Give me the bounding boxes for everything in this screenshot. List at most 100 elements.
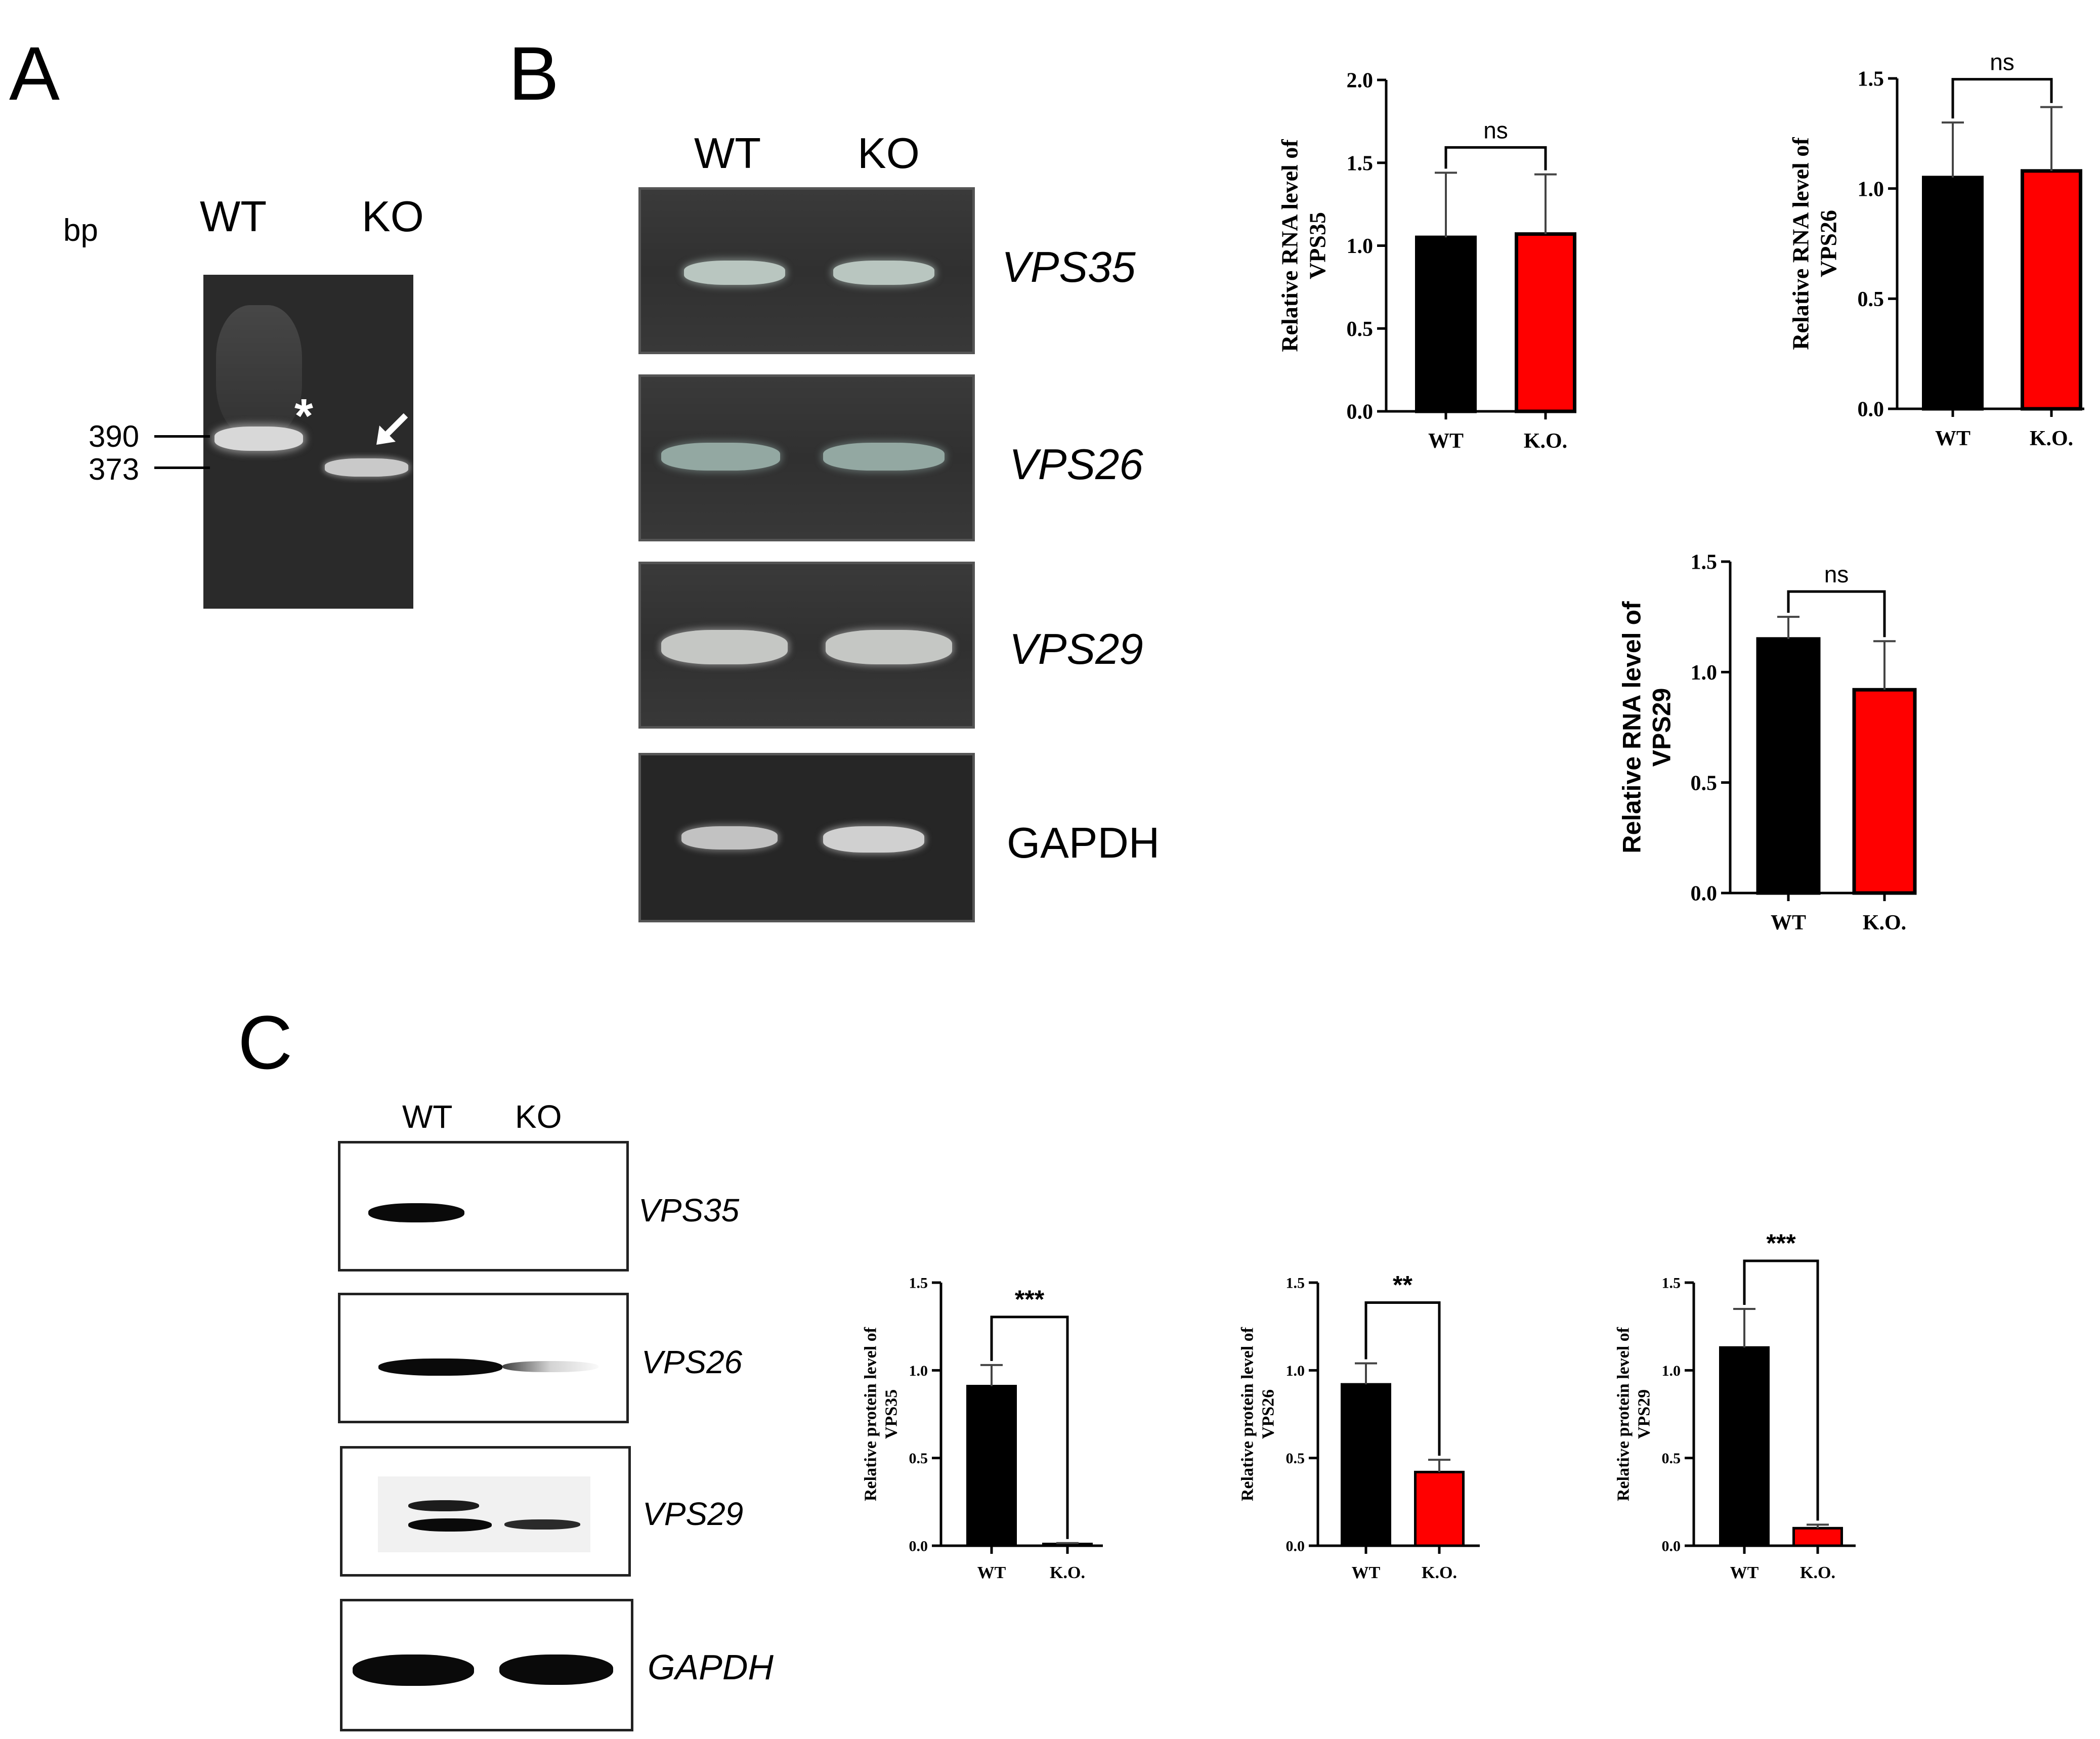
band-gapdh-ko xyxy=(823,826,924,853)
gel-label-vps26: VPS26 xyxy=(1009,441,1143,489)
y-tick-label: 0.0 xyxy=(1286,1538,1305,1555)
x-category-label: WT xyxy=(1935,427,1970,450)
y-tick-label: 1.0 xyxy=(1286,1363,1305,1379)
lane-label-wt-c: WT xyxy=(402,1098,453,1135)
significance-bracket xyxy=(990,1316,1069,1539)
y-tick-label: 1.0 xyxy=(1858,178,1884,201)
band-vps26-wt xyxy=(661,443,780,471)
gel-vps26 xyxy=(638,374,975,541)
marker-390-line xyxy=(154,435,210,438)
x-category-label: K.O. xyxy=(1800,1563,1835,1582)
y-tick-label: 1.0 xyxy=(1347,235,1374,258)
marker-373-line xyxy=(154,466,210,469)
bar-wt xyxy=(966,1385,1017,1547)
bar-ko xyxy=(1515,232,1576,413)
y-axis-label-line-1: Relative RNA level of xyxy=(1277,139,1303,352)
y-tick-label: 0.5 xyxy=(1858,288,1884,311)
bar-wt xyxy=(1341,1383,1391,1547)
y-tick-label: 0.0 xyxy=(909,1538,928,1555)
band-373 xyxy=(325,458,408,477)
y-tick-label: 1.0 xyxy=(909,1363,928,1379)
lane-label-ko-c: KO xyxy=(515,1098,562,1135)
blot-vps26 xyxy=(338,1293,629,1423)
y-axis-label: Relative protein level of VPS35 xyxy=(861,1327,901,1501)
y-axis-label-line-1: Relative protein level of xyxy=(1238,1327,1257,1501)
y-tick-label: 0.5 xyxy=(1691,772,1718,795)
y-tick-label: 0.5 xyxy=(1662,1450,1681,1467)
gel-label-vps29: VPS29 xyxy=(1009,625,1143,673)
wband-vps35-wt xyxy=(368,1203,464,1222)
y-axis-label-line-2: VPS29 xyxy=(1635,1389,1654,1439)
band-vps35-ko xyxy=(833,261,934,285)
wband-vps29-ko xyxy=(504,1519,580,1530)
wband-vps29-wt-lower xyxy=(408,1518,492,1532)
bar-ko xyxy=(1792,1526,1843,1547)
marker-390-label: 390 xyxy=(89,419,140,453)
panel-letter-a: A xyxy=(9,31,60,116)
significance-bracket xyxy=(1444,146,1547,171)
blot-label-vps26: VPS26 xyxy=(641,1344,743,1380)
bar-ko xyxy=(1852,688,1917,895)
y-tick-label: 0.0 xyxy=(1662,1538,1681,1555)
y-axis-label-line-1: Relative protein level of xyxy=(861,1327,880,1501)
panel-letter-b: B xyxy=(508,31,560,116)
lane-label-ko-a: KO xyxy=(362,193,424,241)
y-tick-label: 1.5 xyxy=(909,1275,928,1292)
y-axis-label-line-2: VPS35 xyxy=(882,1389,901,1439)
lane-label-ko-b: KO xyxy=(858,130,920,178)
gel-label-vps35: VPS35 xyxy=(1002,243,1136,291)
genotyping-gel: * xyxy=(203,275,413,609)
asterisk-mark: * xyxy=(294,389,313,443)
lane-label-wt-a: WT xyxy=(200,193,267,241)
blot-vps29 xyxy=(340,1446,631,1577)
blot-label-vps29: VPS29 xyxy=(642,1496,744,1532)
arrow-icon xyxy=(376,413,408,445)
bp-unit-label: bp xyxy=(63,213,98,248)
x-category-label: WT xyxy=(1352,1563,1381,1582)
wband-vps26-wt xyxy=(378,1359,502,1376)
y-tick-label: 0.0 xyxy=(1691,882,1718,906)
x-category-label: WT xyxy=(1730,1563,1759,1582)
y-axis-label-line-1: Relative RNA level of xyxy=(1788,137,1814,350)
wband-gapdh-wt xyxy=(353,1655,474,1686)
significance-label: ** xyxy=(1393,1270,1412,1299)
y-axis-label-line-2: VPS26 xyxy=(1815,210,1841,277)
y-tick-label: 1.5 xyxy=(1858,68,1884,91)
chart-vps29-protein: 0.0 0.5 1.0 1.5 WT K.O. Relative protein level… xyxy=(1614,1229,1856,1582)
bar-wt xyxy=(1719,1346,1770,1547)
significance-bracket xyxy=(1951,78,2053,119)
y-axis-label-line-1: Relative protein level of xyxy=(1614,1327,1633,1501)
y-tick-label: 1.5 xyxy=(1286,1275,1305,1292)
blot-label-gapdh: GAPDH xyxy=(648,1647,774,1687)
x-category-label: K.O. xyxy=(1524,430,1567,453)
y-tick-label: 1.5 xyxy=(1691,551,1718,574)
y-axis-label-line-1: Relative RNA level of xyxy=(1618,601,1646,854)
significance-bracket xyxy=(1364,1301,1441,1456)
y-axis-label: Relative protein level of VPS26 xyxy=(1238,1327,1277,1501)
wband-vps29-wt-upper xyxy=(408,1500,479,1511)
significance-label: ns xyxy=(1824,561,1849,587)
chart-vps35-rna: 0.0 0.5 1.0 1.5 2.0 WT K.O. Relative RNA level … xyxy=(1277,69,1576,453)
band-vps35-wt xyxy=(684,261,785,285)
y-tick-label: 1.0 xyxy=(1691,661,1718,685)
gel-smear xyxy=(216,305,302,437)
band-390 xyxy=(215,427,303,451)
y-tick-label: 1.0 xyxy=(1662,1363,1681,1379)
y-tick-label: 2.0 xyxy=(1347,69,1374,93)
chart-vps26-rna: 0.0 0.5 1.0 1.5 WT K.O. Relative RNA level of V… xyxy=(1788,49,2084,450)
y-tick-label: 0.5 xyxy=(909,1450,928,1467)
bar-ko xyxy=(1414,1470,1465,1547)
y-axis-label-line-2: VPS29 xyxy=(1648,688,1676,767)
x-category-label: K.O. xyxy=(1050,1563,1085,1582)
significance-label: ns xyxy=(1990,49,2015,75)
y-axis-label: Relative protein level of VPS29 xyxy=(1614,1327,1653,1501)
x-category-label: WT xyxy=(977,1563,1006,1582)
gel-vps29 xyxy=(638,562,975,729)
x-category-label: K.O. xyxy=(1863,911,1906,935)
y-tick-label: 1.5 xyxy=(1662,1275,1681,1292)
chart-vps26-protein: 0.0 0.5 1.0 1.5 WT K.O. Relative protein level… xyxy=(1238,1270,1480,1582)
x-category-label: K.O. xyxy=(1422,1563,1457,1582)
bar-wt xyxy=(1415,235,1477,413)
bar-ko xyxy=(2021,169,2082,411)
y-axis-label: Relative RNA level of VPS29 xyxy=(1618,601,1676,854)
